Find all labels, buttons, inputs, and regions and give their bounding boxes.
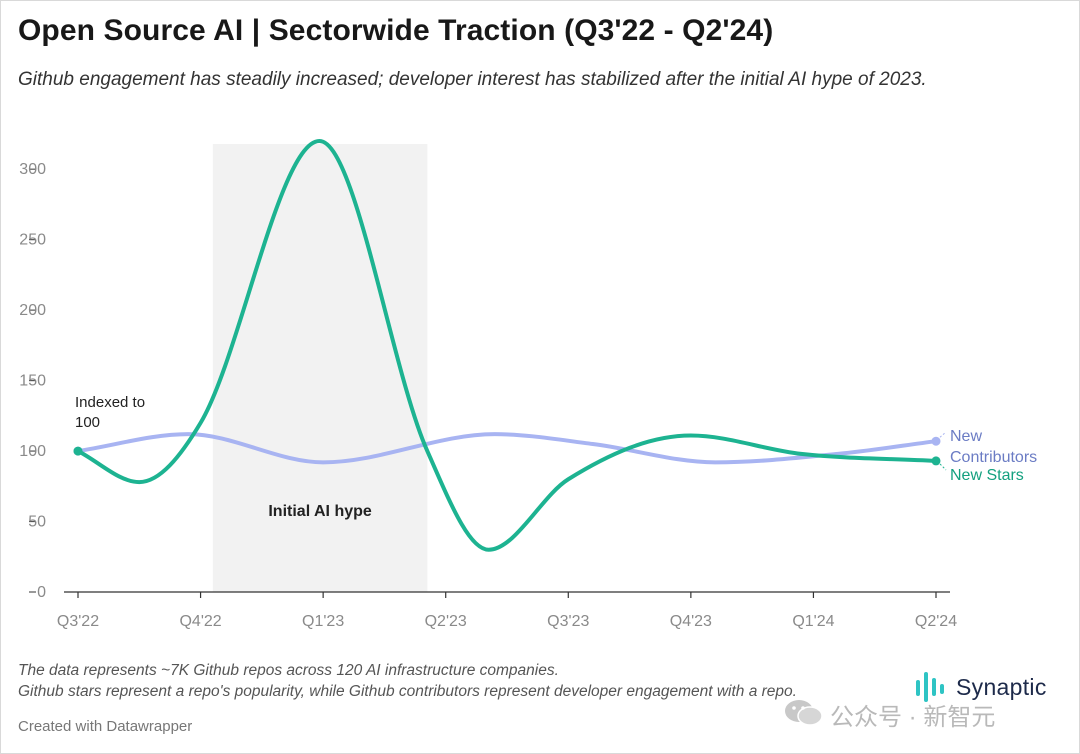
synaptic-logo-icon xyxy=(916,672,944,702)
highlight-band xyxy=(212,144,428,592)
y-tick-label-200: 200 xyxy=(19,302,46,319)
wechat-icon xyxy=(785,700,823,726)
y-tick-label-50: 50 xyxy=(28,514,46,531)
x-tick-label-0: Q3'22 xyxy=(57,613,99,630)
x-tick-label-5: Q4'23 xyxy=(670,613,712,630)
series-line-new-contributors xyxy=(76,432,938,465)
highlight-band-label: Initial AI hype xyxy=(268,503,372,520)
start-point-new-stars xyxy=(73,446,83,456)
leader-new-stars xyxy=(939,463,947,471)
x-tick-label-4: Q3'23 xyxy=(547,613,589,630)
synaptic-logo: Synaptic xyxy=(912,670,1067,706)
y-tick-label-0: 0 xyxy=(37,584,46,601)
series-label-new-stars: New Stars xyxy=(950,467,1024,484)
annotation-indexed-line2: 100 xyxy=(75,414,100,431)
x-tick-label-7: Q2'24 xyxy=(915,613,957,630)
line-chart: Initial AI hype 0 50 100 150 200 250 300 Q3'22 Q4… xyxy=(19,138,1037,630)
end-point-new-stars xyxy=(931,456,941,466)
x-tick-label-2: Q1'23 xyxy=(302,613,344,630)
series-label-new-contributors-1: New xyxy=(950,428,982,445)
datawrapper-credit: Created with Datawrapper xyxy=(18,718,193,735)
footnotes: The data represents ~7K Github repos acr… xyxy=(18,660,797,702)
leader-new-contributors xyxy=(939,431,947,438)
x-tick-label-1: Q4'22 xyxy=(179,613,221,630)
series-label-new-contributors-2: Contributors xyxy=(950,449,1037,466)
y-tick-label-100: 100 xyxy=(19,443,46,460)
synaptic-logo-text: Synaptic xyxy=(956,674,1047,700)
wechat-watermark: 公众号 · 新智元 xyxy=(782,697,1052,731)
x-tick-label-3: Q2'23 xyxy=(425,613,467,630)
end-point-new-contributors xyxy=(931,436,941,446)
annotation-indexed-line1: Indexed to xyxy=(75,394,145,411)
chart-title: Open Source AI | Sectorwide Traction (Q3… xyxy=(18,14,774,47)
footnote-1: The data represents ~7K Github repos acr… xyxy=(18,662,559,679)
watermark-text: 公众号 · 新智元 xyxy=(830,704,996,731)
footnote-2: Github stars represent a repo's populari… xyxy=(18,683,797,700)
series-line-new-stars xyxy=(76,138,938,552)
chart-subtitle: Github engagement has steadily increased… xyxy=(18,69,927,90)
x-tick-label-6: Q1'24 xyxy=(792,613,834,630)
y-tick-label-250: 250 xyxy=(19,232,46,249)
y-tick-label-300: 300 xyxy=(19,161,46,178)
y-tick-label-150: 150 xyxy=(19,373,46,390)
